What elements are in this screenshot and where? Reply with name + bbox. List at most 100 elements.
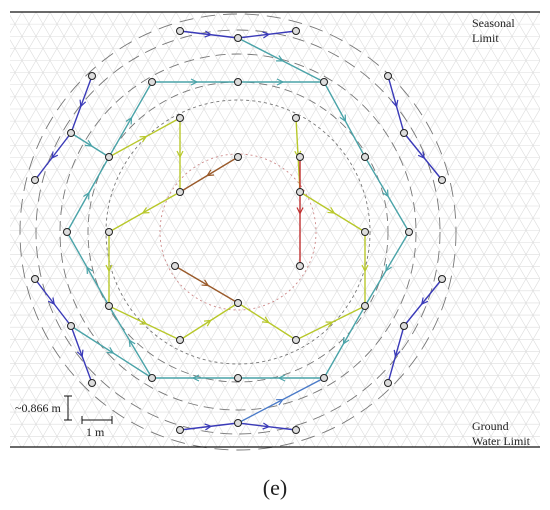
node (176, 27, 184, 35)
grid-line (441, 12, 540, 183)
node (292, 114, 300, 122)
nodes (31, 27, 446, 434)
edge-arrow (106, 347, 115, 354)
edge-arrow (342, 337, 350, 345)
triangular-grid (0, 12, 550, 447)
grid-line (10, 12, 135, 228)
edge-arrow (393, 349, 401, 358)
grid-line (148, 12, 401, 447)
node (296, 262, 304, 270)
edge-arrow (201, 279, 210, 287)
edge (108, 191, 181, 233)
grid-line (442, 278, 540, 447)
top-limit-label: Seasonal (472, 16, 515, 30)
edge (237, 30, 297, 39)
panel-label: (e) (263, 475, 287, 500)
dashed-circle (59, 53, 417, 411)
edge (174, 265, 239, 304)
edge-arrow (125, 116, 133, 125)
grid-line (497, 12, 540, 86)
edge (403, 278, 443, 327)
edge (323, 305, 366, 379)
edge-arrow (83, 191, 90, 200)
grid-line (539, 12, 540, 13)
edge (108, 305, 153, 379)
grid-line (106, 12, 359, 447)
edge (70, 75, 93, 134)
node (31, 275, 39, 283)
edge (295, 305, 366, 341)
edge (108, 117, 181, 158)
grid-line (469, 12, 540, 134)
edge (364, 231, 410, 307)
grid-line (120, 12, 373, 447)
grid-line (343, 12, 540, 353)
edge-arrow (190, 78, 199, 86)
edge (387, 325, 405, 384)
edge (179, 422, 239, 431)
edge-arrow (139, 135, 148, 143)
grid-line (10, 160, 176, 447)
grid-line (10, 12, 261, 446)
grid-line (246, 12, 499, 447)
node (234, 153, 242, 161)
edge (66, 156, 110, 233)
edge-arrow (47, 297, 56, 306)
node (400, 322, 408, 330)
grid-line (190, 12, 443, 447)
edge (34, 278, 72, 327)
edge-arrow (203, 319, 212, 327)
grid-line (77, 12, 330, 447)
grid-line (315, 12, 540, 401)
grid-line (63, 12, 316, 447)
grid-line (232, 12, 485, 447)
edge-arrow (206, 169, 215, 177)
grid-line (231, 12, 484, 447)
grid-line (162, 12, 415, 447)
node (384, 379, 392, 387)
grid-line (484, 350, 540, 447)
edge (108, 81, 153, 158)
grid-line (10, 12, 247, 422)
node (405, 228, 413, 236)
edge-arrow (76, 349, 84, 358)
edge-arrow (176, 150, 184, 159)
node (176, 336, 184, 344)
node (148, 374, 156, 382)
edge-arrow (262, 31, 271, 39)
grid-line (218, 12, 471, 447)
grid-line (10, 281, 106, 447)
grid-line (0, 12, 8, 447)
edge-arrow (361, 264, 369, 273)
node (88, 72, 96, 80)
edge (179, 30, 239, 39)
node (438, 275, 446, 283)
edge (237, 302, 297, 341)
grid-line (10, 12, 93, 155)
grid-line (428, 253, 540, 447)
node (67, 322, 75, 330)
grid-line (541, 12, 550, 447)
node (438, 176, 446, 184)
node (105, 302, 113, 310)
edge (66, 231, 110, 307)
edge-arrow (420, 297, 429, 306)
grid-line (203, 12, 456, 447)
grid-line (10, 12, 107, 179)
node (320, 78, 328, 86)
edge-arrow (261, 316, 270, 324)
node (234, 34, 242, 42)
grid-line (10, 378, 50, 447)
grid-line (273, 12, 526, 447)
node (234, 299, 242, 307)
node (400, 129, 408, 137)
node (234, 78, 242, 86)
grid-line (10, 208, 148, 447)
edge-arrow (391, 99, 399, 108)
edge-arrow (79, 99, 87, 108)
grid-line (204, 12, 457, 447)
grid-line (78, 12, 331, 447)
grid-line (10, 12, 149, 252)
grid-line (344, 108, 540, 447)
edge (364, 156, 410, 233)
